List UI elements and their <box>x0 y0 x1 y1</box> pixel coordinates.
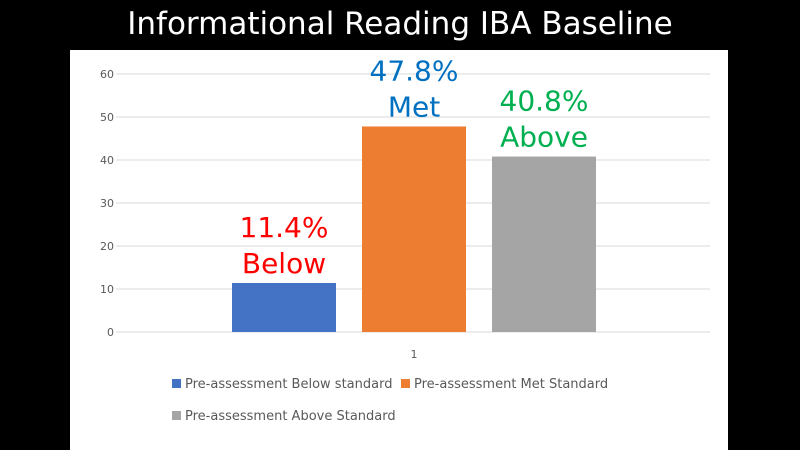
bar-3 <box>492 156 596 332</box>
y-tick-label: 50 <box>100 111 114 124</box>
legend-swatch-2 <box>401 379 410 388</box>
y-tick-label: 30 <box>100 197 114 210</box>
data-label-3: Above <box>500 121 588 154</box>
y-tick-label: 60 <box>100 68 114 81</box>
x-category-label: 1 <box>411 348 418 361</box>
legend-label-1: Pre-assessment Below standard <box>185 377 392 392</box>
slide-title: Informational Reading IBA Baseline <box>127 6 673 42</box>
bar-2 <box>362 126 466 333</box>
chart-panel: 0 10 20 30 40 50 60 11.4% Below 47.8% Met 40.8% Abo… <box>70 50 728 450</box>
legend-swatch-1 <box>172 379 181 388</box>
legend-label-2: Pre-assessment Met Standard <box>414 377 608 392</box>
legend-swatch-3 <box>172 411 181 420</box>
bar-1 <box>232 282 336 332</box>
legend-label-3: Pre-assessment Above Standard <box>185 409 396 424</box>
data-label-1: 11.4% <box>240 211 329 244</box>
y-tick-label: 10 <box>100 283 114 296</box>
data-label-1: Below <box>242 247 326 280</box>
y-tick-label: 40 <box>100 154 114 167</box>
data-label-2: Met <box>388 90 440 123</box>
data-label-3: 40.8% <box>500 85 589 118</box>
data-label-2: 47.8% <box>370 54 459 87</box>
y-tick-label: 0 <box>107 326 114 339</box>
bar-chart: 0 10 20 30 40 50 60 11.4%Below 47.8%Met 40.8%Abo… <box>100 54 710 424</box>
y-tick-label: 20 <box>100 240 114 253</box>
